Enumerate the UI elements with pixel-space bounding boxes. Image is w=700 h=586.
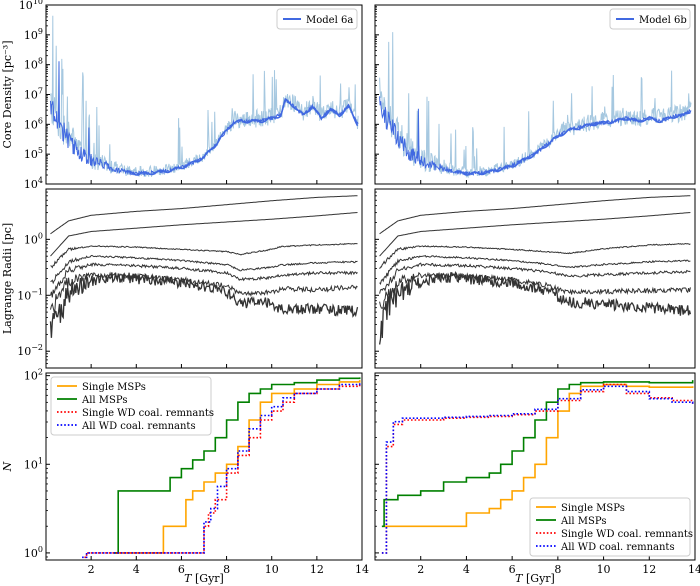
- axes-frame: [374, 372, 696, 561]
- lagrange-radius-line: [378, 270, 692, 345]
- lagrange-radius-line: [50, 242, 358, 269]
- x-tick-label: 14: [688, 563, 700, 576]
- y-axis-label: Lagrange Radii [pc]: [1, 223, 14, 334]
- lagrange-radius-line: [50, 195, 358, 235]
- x-tick-label: 8: [223, 563, 230, 576]
- msp-series-line: [381, 385, 694, 554]
- y-tick-label: 1010: [19, 0, 43, 12]
- msp-legend-label: Single MSPs: [561, 503, 625, 514]
- core-density-smooth-line: [124, 97, 359, 176]
- x-tick-label: 14: [355, 563, 369, 576]
- y-tick-label: 106: [24, 116, 43, 131]
- msp-legend: [50, 376, 212, 436]
- msp-series-line: [82, 381, 361, 559]
- y-tick-label: 108: [24, 57, 43, 72]
- y-axis-label: Core Density [pc⁻³]: [1, 40, 14, 148]
- y-tick-label: 102: [24, 368, 43, 383]
- x-tick-label: 6: [509, 563, 516, 576]
- lagrange-radius-line: [50, 254, 358, 285]
- y-tick-label: 10−2: [17, 343, 43, 358]
- x-axis-label: T [Gyr]: [515, 572, 555, 585]
- msp-legend-label: All WD coal. remnants: [560, 542, 675, 553]
- msp-series-line: [381, 380, 694, 528]
- msp-series-line: [381, 383, 694, 554]
- lagrange-radius-line: [49, 272, 359, 338]
- x-tick-label: 6: [178, 563, 185, 576]
- model-legend: [276, 8, 358, 30]
- core-density-raw-line: [379, 32, 692, 179]
- y-tick-label: 105: [24, 146, 43, 161]
- y-tick-label: 100: [24, 545, 43, 560]
- y-axis-label: N: [1, 461, 14, 472]
- msp-legend: [529, 497, 691, 557]
- msp-series-line: [381, 383, 694, 528]
- msp-legend-label: All MSPs: [81, 395, 127, 406]
- msp-series-line: [113, 377, 361, 554]
- lagrange-radius-line: [379, 271, 691, 310]
- model-legend: [609, 8, 691, 30]
- msp-series-line: [84, 382, 361, 559]
- x-tick-label: 8: [554, 563, 561, 576]
- msp-legend-label: Single WD coal. remnants: [82, 408, 214, 419]
- model-legend-label: Model 6a: [306, 15, 353, 26]
- x-tick-label: 10: [265, 563, 279, 576]
- lagrange-radius-line: [379, 195, 691, 235]
- x-tick-label: 12: [642, 563, 656, 576]
- msp-legend-label: Single WD coal. remnants: [561, 529, 693, 540]
- lagrange-radius-line: [379, 262, 691, 294]
- x-tick-label: 2: [417, 563, 424, 576]
- core-density-raw-line: [50, 15, 359, 177]
- lagrange-radius-line: [50, 262, 358, 298]
- lagrange-radius-line: [379, 242, 691, 269]
- core-density-smooth-line: [454, 111, 691, 176]
- msp-legend-label: All MSPs: [560, 516, 606, 527]
- x-tick-label: 12: [310, 563, 324, 576]
- y-tick-label: 10−1: [17, 287, 43, 302]
- msp-legend-label: All WD coal. remnants: [81, 421, 196, 432]
- msp-legend-label: Single MSPs: [82, 382, 146, 393]
- y-tick-label: 107: [24, 87, 43, 102]
- y-tick-label: 104: [24, 176, 43, 191]
- y-tick-label: 100: [24, 231, 43, 246]
- x-tick-label: 2: [88, 563, 95, 576]
- x-axis-label: T [Gyr]: [184, 572, 224, 585]
- lagrange-radius-line: [379, 212, 691, 257]
- lagrange-radius-line: [50, 212, 358, 257]
- lagrange-radius-line: [379, 254, 691, 286]
- y-tick-label: 109: [24, 27, 43, 42]
- axes-frame: [45, 372, 363, 561]
- x-tick-label: 4: [463, 563, 470, 576]
- x-tick-label: 10: [597, 563, 611, 576]
- y-tick-label: 101: [24, 456, 43, 471]
- model-legend-label: Model 6b: [639, 15, 687, 26]
- x-tick-label: 4: [133, 563, 140, 576]
